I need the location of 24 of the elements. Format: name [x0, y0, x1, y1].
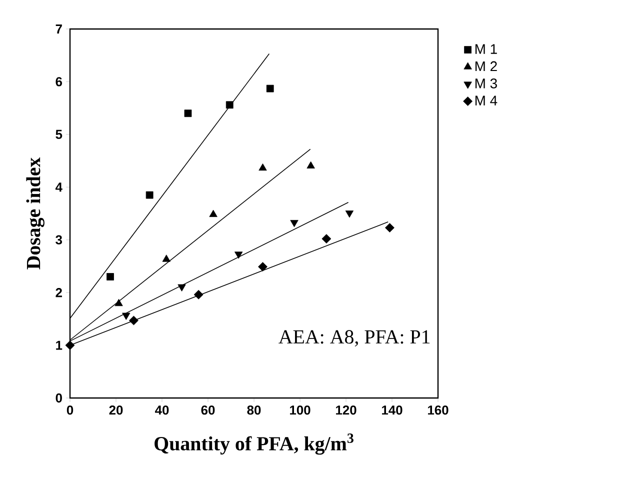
legend-label: M 3 [475, 78, 497, 88]
x-tick-label: 80 [247, 406, 261, 415]
x-tick-label: 140 [382, 406, 402, 415]
x-tick-label: 60 [201, 406, 215, 415]
y-tick-label: 1 [56, 340, 62, 350]
legend-label: M 1 [475, 44, 497, 54]
y-tick-label: 0 [56, 393, 62, 403]
x-tick-label: 100 [290, 406, 310, 415]
x-tick-label: 0 [66, 406, 74, 415]
y-tick-label: 6 [56, 77, 62, 86]
x-tick-label: 40 [155, 406, 169, 415]
x-tick-label: 20 [109, 406, 123, 415]
y-tick-label: 7 [56, 24, 62, 34]
legend-label: M 2 [475, 61, 497, 72]
y-axis-title: Dosage index [26, 157, 44, 270]
y-tick-label: 4 [55, 182, 62, 192]
annotation: AEA: A8, PFA: P1 [278, 330, 430, 346]
legend-label: M 4 [475, 96, 498, 106]
y-tick-label: 2 [56, 288, 62, 298]
x-tick-label: 120 [336, 406, 356, 415]
x-axis-title: Quantity of PFA, kg/m$^{3}$ [154, 434, 354, 455]
y-tick-label: 5 [56, 130, 62, 139]
x-tick-label: 160 [428, 406, 448, 415]
y-tick-label: 3 [56, 235, 62, 244]
